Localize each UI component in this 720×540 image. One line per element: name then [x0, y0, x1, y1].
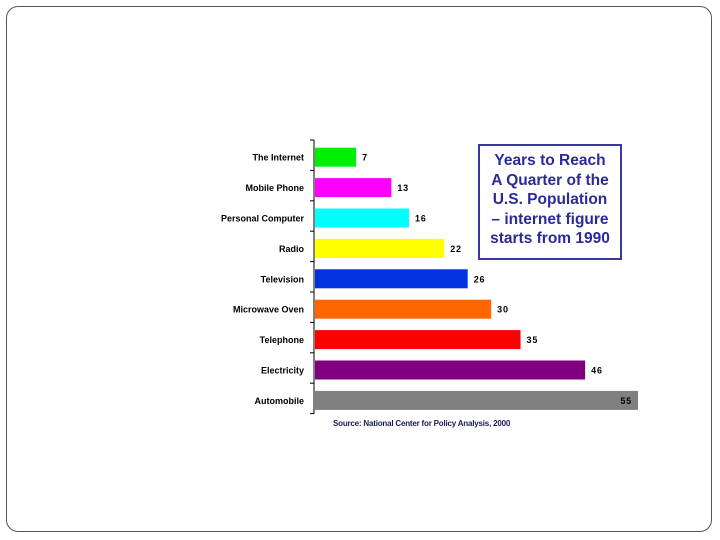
category-label: Mobile Phone	[246, 183, 305, 193]
value-label: 22	[450, 244, 462, 254]
value-label: 13	[397, 183, 409, 193]
bar	[315, 178, 392, 198]
category-label: Automobile	[255, 396, 305, 406]
bar	[315, 299, 492, 319]
category-label: Personal Computer	[221, 214, 305, 224]
value-label: 46	[591, 366, 603, 376]
bar	[315, 390, 638, 410]
callout-line-2: A Quarter of the	[491, 171, 609, 189]
callout-line-4: – internet figure	[491, 210, 609, 228]
value-label: 35	[527, 335, 539, 345]
category-label: Television	[261, 274, 304, 284]
value-label: 16	[415, 214, 427, 224]
category-label: Telephone	[260, 335, 304, 345]
value-label: 30	[497, 305, 509, 315]
category-label: Electricity	[261, 366, 304, 376]
slide-frame	[6, 6, 712, 532]
source-note: Source: National Center for Policy Analy…	[333, 419, 511, 428]
bar	[315, 208, 409, 228]
bar	[315, 360, 586, 380]
value-label: 26	[474, 274, 486, 284]
value-label: 7	[362, 153, 368, 163]
bar	[315, 330, 521, 350]
callout-box: Years to Reach A Quarter of the U.S. Pop…	[478, 144, 622, 260]
category-label: Microwave Oven	[233, 305, 304, 315]
bar	[315, 147, 357, 167]
callout-line-3: U.S. Population	[492, 191, 608, 208]
category-label: Radio	[279, 244, 305, 254]
value-label: 55	[620, 396, 632, 406]
callout-line-5: starts from 1990	[490, 230, 610, 247]
callout-line-1: Years to Reach	[494, 152, 606, 169]
category-label: The Internet	[252, 153, 304, 163]
bar	[315, 269, 468, 289]
bar	[315, 238, 445, 258]
